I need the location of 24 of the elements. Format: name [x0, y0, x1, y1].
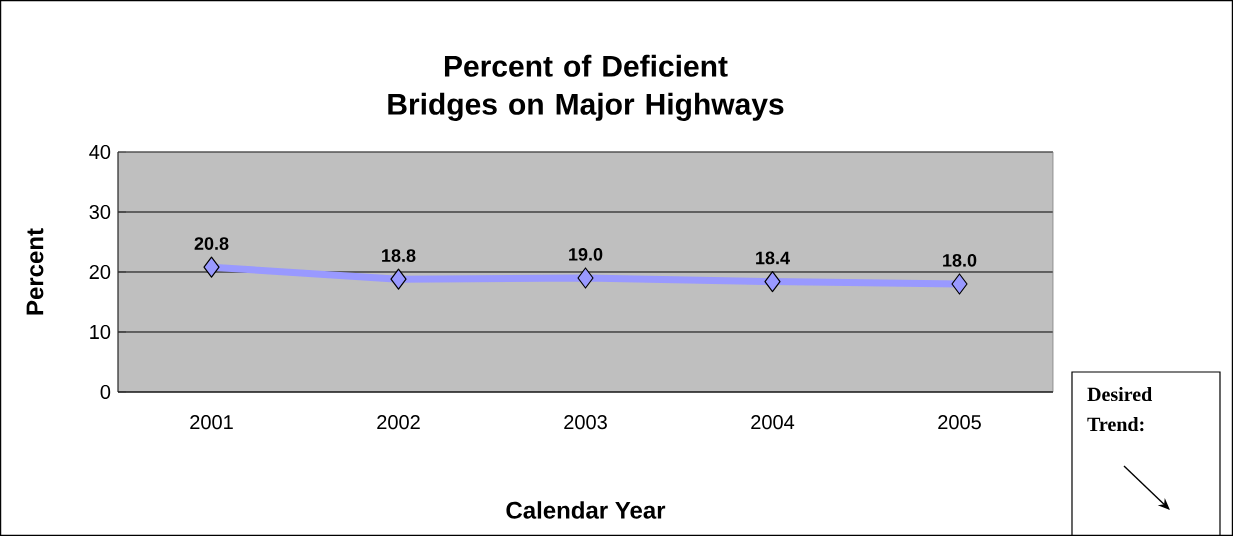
- x-axis-title: Calendar Year: [506, 501, 666, 519]
- data-label: 18.0: [943, 253, 977, 267]
- y-tick-label: 10: [90, 324, 111, 340]
- data-label: 20.8: [194, 237, 229, 250]
- text: Desired Trend:: [1087, 387, 1153, 432]
- y-tick-label: 0: [100, 384, 111, 400]
- y-tick-label: 20: [89, 264, 111, 280]
- point: [951, 273, 968, 295]
- chart-title: Percent of Deficient Bridges on Major Highways: [388, 54, 784, 121]
- data-label: 19.0: [569, 247, 603, 261]
- point: [764, 271, 781, 293]
- point: [577, 267, 594, 289]
- data-label: 18.4: [756, 251, 790, 265]
- y-tick-label: 30: [89, 204, 111, 220]
- x-tick-label: 2001: [190, 415, 233, 430]
- data-label: 18.8: [382, 249, 416, 262]
- y-axis-title: Percent: [26, 228, 44, 315]
- x-tick-label: 2003: [564, 415, 607, 430]
- point: [203, 256, 220, 278]
- x-tick-label: 2005: [938, 415, 981, 430]
- y-tick-label: 40: [89, 144, 111, 160]
- x-tick-label: 2002: [377, 415, 420, 430]
- x-tick-label: 2004: [751, 415, 795, 430]
- point: [390, 268, 407, 290]
